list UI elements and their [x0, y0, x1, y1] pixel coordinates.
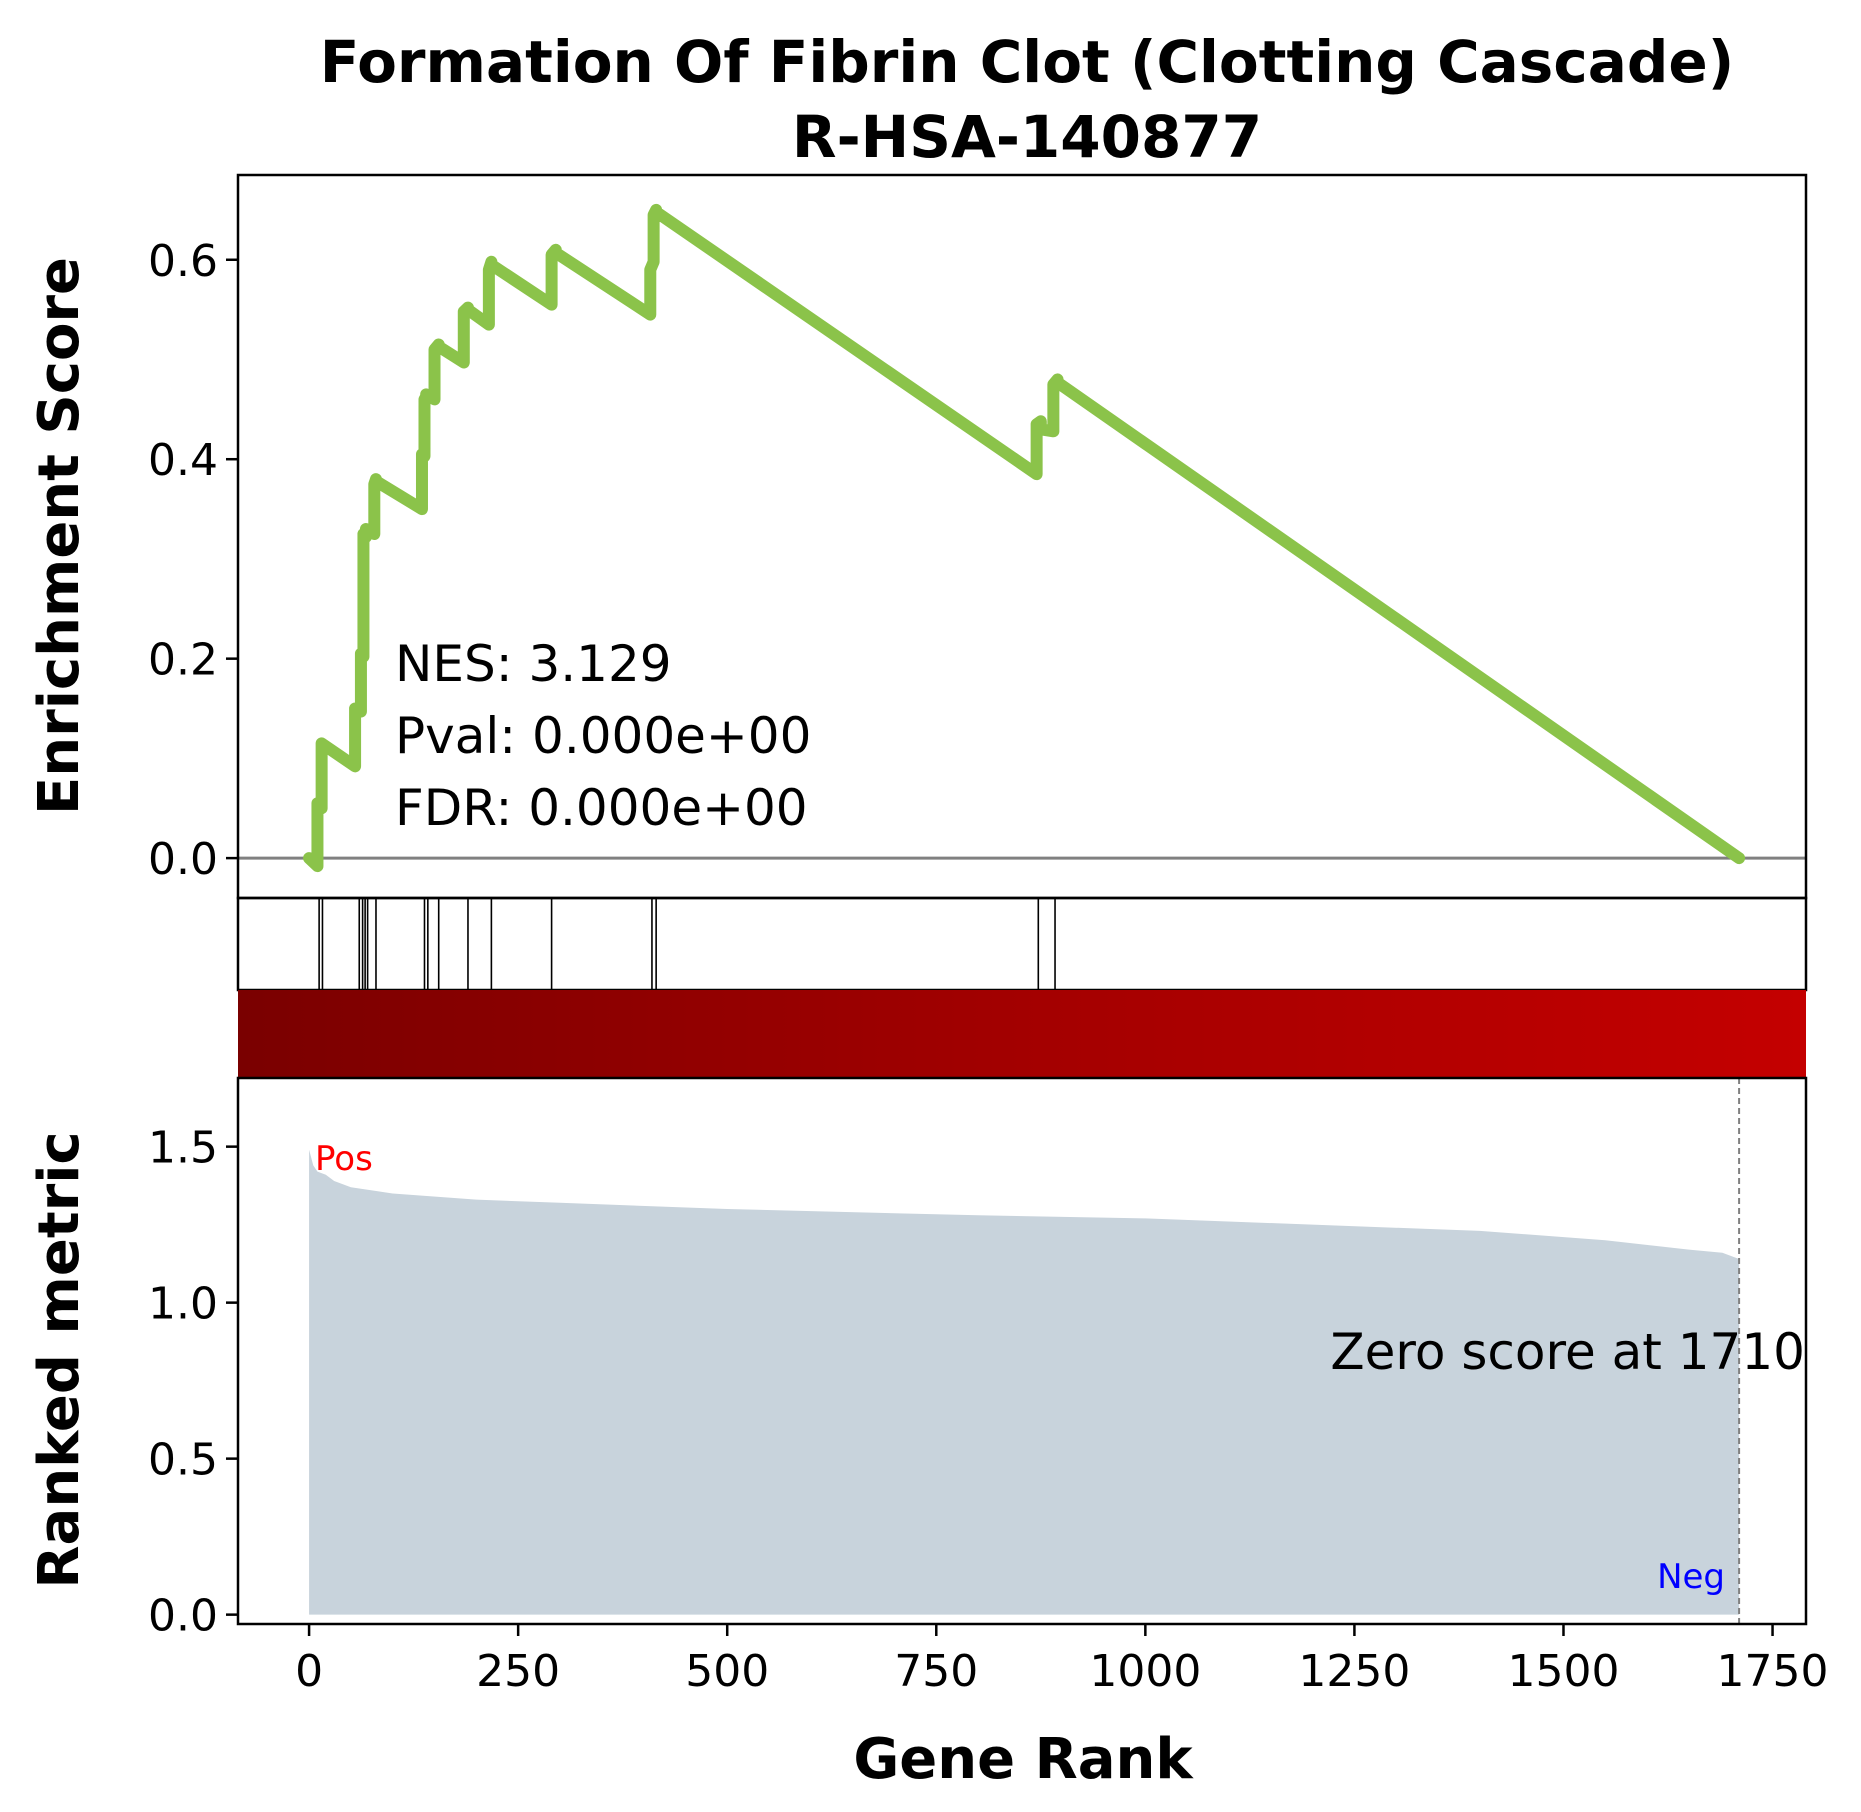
- rank-gradient-bar: [238, 990, 1806, 1078]
- x-tick-label: 250: [476, 1646, 560, 1697]
- y-tick-label: 0.4: [148, 435, 218, 486]
- enrichment-y-ticks: 0.0 0.2 0.4 0.6: [148, 236, 238, 885]
- hit-lines: [318, 898, 1056, 990]
- y-tick-label: 1.5: [148, 1123, 218, 1174]
- x-axis-ticks: 0 250 500 750 1000 1250 1500 1750: [295, 1624, 1829, 1697]
- hits-panel: [236, 896, 1808, 992]
- y-tick-label: 1.0: [148, 1279, 218, 1330]
- x-tick-label: 500: [685, 1646, 769, 1697]
- pos-label: Pos: [315, 1139, 373, 1179]
- neg-label: Neg: [1657, 1557, 1725, 1597]
- y-tick-label: 0.2: [148, 635, 218, 686]
- x-tick-label: 0: [295, 1646, 323, 1697]
- ranked-metric-area: [309, 1149, 1740, 1615]
- y-tick-label: 0.0: [148, 1591, 218, 1642]
- enrichment-curve: [303, 203, 1746, 873]
- pval-label: Pval: 0.000e+00: [395, 707, 811, 765]
- chart-title: Formation Of Fibrin Clot (Clotting Casca…: [320, 28, 1734, 96]
- x-tick-label: 1250: [1298, 1646, 1410, 1697]
- nes-label: NES: 3.129: [395, 635, 672, 693]
- chart-subtitle: R-HSA-140877: [792, 103, 1262, 171]
- x-tick-label: 1750: [1717, 1646, 1829, 1697]
- ranked-metric-frame: [236, 1076, 1808, 1626]
- x-axis-label: Gene Rank: [853, 1727, 1194, 1792]
- hits-frame: [236, 896, 1808, 992]
- fdr-label: FDR: 0.000e+00: [395, 779, 808, 837]
- ranked-metric-panel: Pos Neg Zero score at 1710 0.0 0.5 1.0 1.5: [148, 1076, 1808, 1642]
- ranked-metric-y-ticks: 0.0 0.5 1.0 1.5: [148, 1123, 238, 1642]
- x-tick-label: 750: [894, 1646, 978, 1697]
- y-axis-label-ranked-metric: Ranked metric: [27, 1131, 92, 1588]
- y-axis-label-enrichment: Enrichment Score: [27, 257, 92, 815]
- y-tick-label: 0.5: [148, 1435, 218, 1486]
- y-tick-label: 0.6: [148, 236, 218, 287]
- zero-score-label: Zero score at 1710: [1330, 1323, 1805, 1381]
- x-tick-label: 1000: [1089, 1646, 1201, 1697]
- enrichment-panel: 0.00.20.40.6 NES: 3.129 Pval: 0.000e+00 …: [148, 173, 1808, 900]
- x-tick-label: 1500: [1507, 1646, 1619, 1697]
- y-tick-label: 0.0: [148, 834, 218, 885]
